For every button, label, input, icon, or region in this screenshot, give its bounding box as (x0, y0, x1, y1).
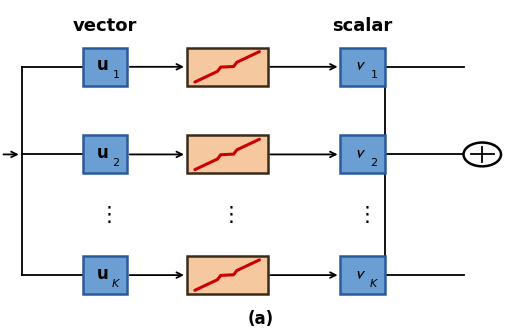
Text: $\mathcal{v}$: $\mathcal{v}$ (354, 265, 366, 283)
Text: $\vdots$: $\vdots$ (356, 204, 369, 225)
Text: $\mathcal{v}$: $\mathcal{v}$ (354, 144, 366, 162)
Text: $\mathbf{u}$: $\mathbf{u}$ (97, 56, 109, 74)
Text: $K$: $K$ (369, 277, 378, 289)
Circle shape (464, 142, 501, 166)
Bar (340, 135, 385, 173)
Text: $2$: $2$ (370, 156, 377, 168)
Text: $\mathbf{u}$: $\mathbf{u}$ (97, 144, 109, 162)
Bar (187, 135, 267, 173)
Text: scalar: scalar (333, 17, 393, 35)
Text: $K$: $K$ (111, 277, 121, 289)
Text: $\mathbf{u}$: $\mathbf{u}$ (97, 265, 109, 283)
Bar (82, 256, 127, 294)
Bar (82, 48, 127, 86)
Text: vector: vector (73, 17, 137, 35)
Text: $1$: $1$ (370, 68, 377, 80)
Text: $\vdots$: $\vdots$ (98, 204, 112, 225)
Text: $1$: $1$ (112, 68, 120, 80)
Text: $\vdots$: $\vdots$ (220, 204, 234, 225)
Bar (187, 256, 267, 294)
Bar (340, 256, 385, 294)
Text: $2$: $2$ (112, 156, 120, 168)
Bar (187, 48, 267, 86)
Bar (340, 48, 385, 86)
Bar (82, 135, 127, 173)
Text: $\mathcal{v}$: $\mathcal{v}$ (354, 56, 366, 74)
Text: (a): (a) (248, 310, 274, 328)
